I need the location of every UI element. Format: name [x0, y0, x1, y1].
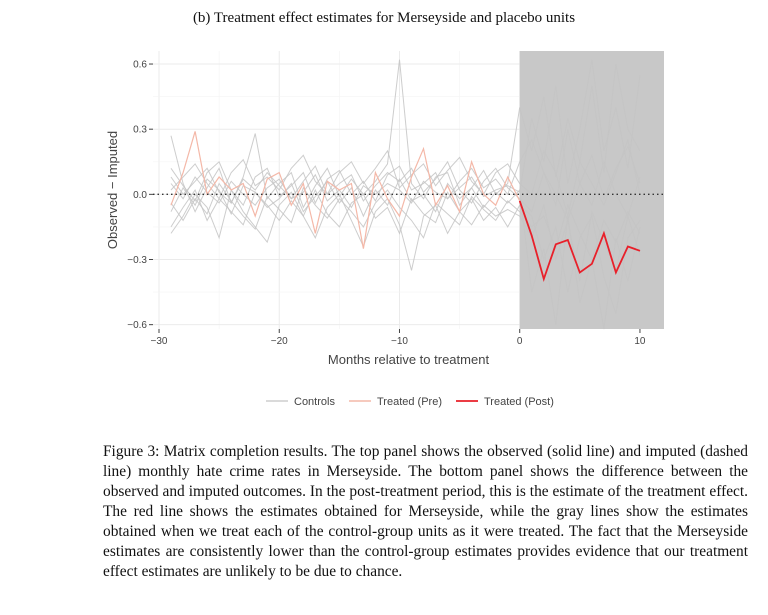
- post-treatment-shading: [519, 51, 664, 329]
- control-line: [170, 138, 641, 217]
- y-tick-label: 0.0: [133, 190, 147, 201]
- y-axis-label: Observed − Imputed: [105, 131, 120, 249]
- x-axis-label: Months relative to treatment: [328, 352, 490, 367]
- y-tick-label: −0.3: [127, 255, 147, 266]
- legend-label: Treated (Pre): [377, 396, 442, 408]
- legend-item: Treated (Post): [456, 396, 554, 408]
- control-line: [170, 188, 641, 282]
- treated-pre-line: [170, 131, 521, 249]
- x-tick-label: −20: [271, 336, 288, 347]
- y-tick-label: −0.6: [127, 320, 147, 331]
- x-tick-label: −10: [391, 336, 408, 347]
- axis-ticks: −30 −20 −10 0 10 −0.6 −0.3 0.0 0.3 0.6: [127, 60, 646, 347]
- control-line: [170, 182, 641, 261]
- legend-label: Treated (Post): [484, 396, 554, 408]
- control-line: [170, 177, 641, 330]
- x-tick-label: −30: [151, 336, 168, 347]
- legend-item: Treated (Pre): [349, 396, 442, 408]
- legend-item: Controls: [266, 396, 335, 408]
- control-line: [170, 160, 641, 222]
- figure-caption: Figure 3: Matrix completion results. The…: [103, 443, 748, 580]
- x-tick-label: 0: [517, 336, 523, 347]
- y-tick-label: 0.3: [133, 125, 147, 136]
- control-line: [170, 59, 641, 213]
- control-line: [170, 129, 641, 208]
- legend-label: Controls: [294, 396, 335, 408]
- y-tick-label: 0.6: [133, 60, 147, 71]
- treated-post-line: [518, 200, 641, 283]
- treatment-effect-chart: −30 −20 −10 0 10 −0.6 −0.3 0.0 0.3 0.6 Months rel…: [105, 51, 664, 408]
- figure-subtitle: (b) Treatment effect estimates for Merse…: [192, 10, 576, 26]
- control-line: [170, 188, 641, 314]
- chart-legend: Controls Treated (Pre) Treated (Post): [266, 396, 554, 408]
- x-tick-label: 10: [634, 336, 646, 347]
